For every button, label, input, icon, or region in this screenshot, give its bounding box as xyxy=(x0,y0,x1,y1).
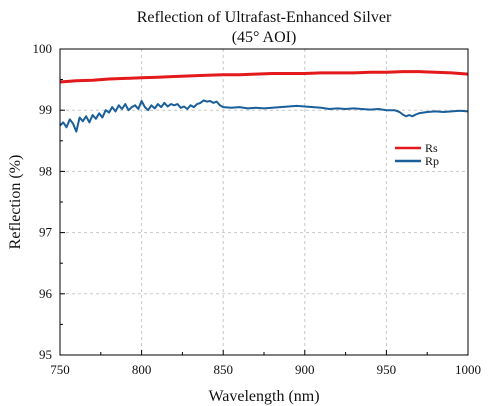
x-tick-label: 800 xyxy=(132,362,152,377)
series-line-rp xyxy=(59,99,469,133)
series-layer xyxy=(59,70,469,133)
legend-label-rp: Rp xyxy=(425,154,439,168)
legend-box xyxy=(391,137,451,171)
x-tick-label: 900 xyxy=(295,362,315,377)
x-tick-label: 950 xyxy=(377,362,397,377)
chart-subtitle: (45° AOI) xyxy=(232,29,297,46)
x-tick-label: 850 xyxy=(213,362,233,377)
plot-frame xyxy=(59,48,469,356)
x-tick-label: 750 xyxy=(50,362,70,377)
y-tick-label: 97 xyxy=(39,225,53,240)
y-tick-label: 98 xyxy=(39,163,52,178)
y-tick-label: 96 xyxy=(39,286,53,301)
y-axis-label: Reflection (%) xyxy=(7,155,24,250)
y-tick-label: 99 xyxy=(39,102,52,117)
series-line-rs xyxy=(59,70,469,84)
y-tick-label: 100 xyxy=(33,41,53,56)
chart-title: Reflection of Ultrafast-Enhanced Silver xyxy=(137,9,392,26)
y-tick-label: 95 xyxy=(39,347,52,362)
legend-label-rs: Rs xyxy=(425,141,438,155)
x-axis-label: Wavelength (nm) xyxy=(208,388,319,405)
x-tick-label: 1000 xyxy=(455,362,481,377)
grid-lines xyxy=(60,49,468,355)
axis-ticks: 750 800 850 900 950 1000 95 96 97 98 99 100 xyxy=(33,41,482,377)
